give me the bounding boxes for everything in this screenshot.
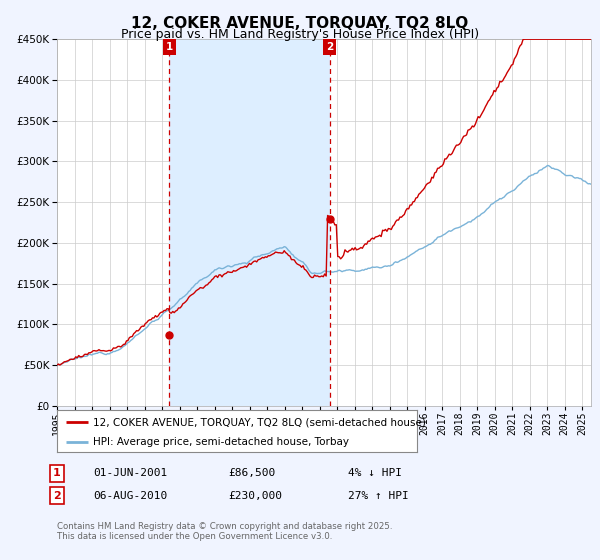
Text: 06-AUG-2010: 06-AUG-2010	[93, 491, 167, 501]
Text: 12, COKER AVENUE, TORQUAY, TQ2 8LQ: 12, COKER AVENUE, TORQUAY, TQ2 8LQ	[131, 16, 469, 31]
Text: £86,500: £86,500	[228, 468, 275, 478]
Bar	[169, 39, 330, 406]
Text: Contains HM Land Registry data © Crown copyright and database right 2025.
This d: Contains HM Land Registry data © Crown c…	[57, 522, 392, 542]
Text: 2: 2	[53, 491, 61, 501]
Text: 1: 1	[166, 43, 173, 52]
Text: 2: 2	[326, 43, 334, 52]
Text: HPI: Average price, semi-detached house, Torbay: HPI: Average price, semi-detached house,…	[93, 437, 349, 447]
Text: 12, COKER AVENUE, TORQUAY, TQ2 8LQ (semi-detached house): 12, COKER AVENUE, TORQUAY, TQ2 8LQ (semi…	[93, 417, 426, 427]
Text: 1: 1	[53, 468, 61, 478]
Text: 27% ↑ HPI: 27% ↑ HPI	[348, 491, 409, 501]
Text: 01-JUN-2001: 01-JUN-2001	[93, 468, 167, 478]
Text: 4% ↓ HPI: 4% ↓ HPI	[348, 468, 402, 478]
Text: Price paid vs. HM Land Registry's House Price Index (HPI): Price paid vs. HM Land Registry's House …	[121, 28, 479, 41]
Text: £230,000: £230,000	[228, 491, 282, 501]
